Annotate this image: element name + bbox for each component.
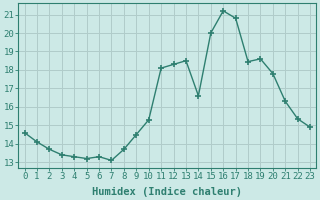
X-axis label: Humidex (Indice chaleur): Humidex (Indice chaleur) xyxy=(92,186,242,197)
